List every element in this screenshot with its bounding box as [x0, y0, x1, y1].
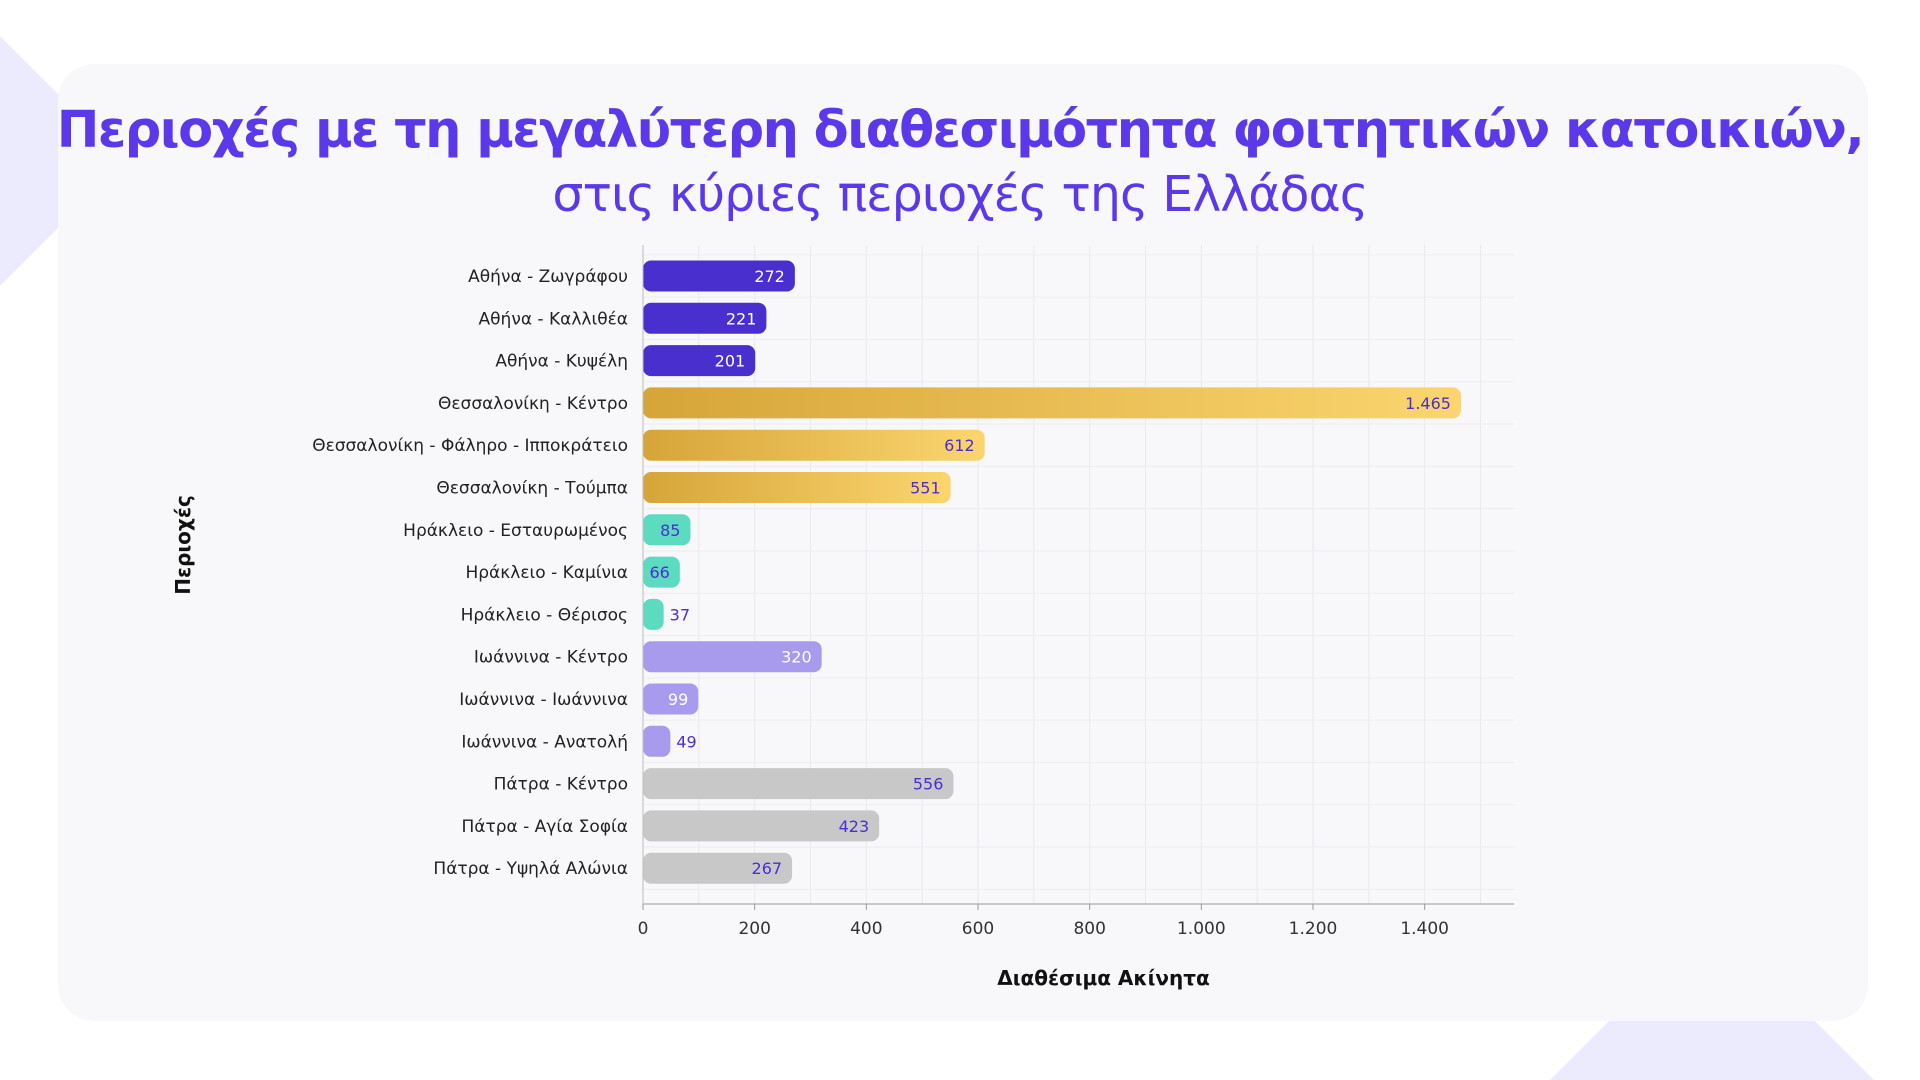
- category-label: Ηράκλειο - Θέρισος: [461, 605, 628, 625]
- category-label: Ιωάννινα - Ανατολή: [461, 732, 628, 752]
- category-label: Αθήνα - Καλλιθέα: [479, 309, 628, 329]
- bar-value-label: 221: [726, 309, 757, 328]
- x-tick-label: 200: [738, 919, 770, 939]
- bar: [643, 556, 680, 588]
- bar-value-label: 423: [839, 817, 870, 836]
- bar-value-label: 66: [649, 563, 669, 582]
- grid-lines: [642, 245, 1514, 904]
- bar: [643, 810, 880, 842]
- bar-value-label: 37: [670, 605, 690, 624]
- bar: [643, 852, 793, 884]
- chart-subtitle: στις κύριες περιοχές της Ελλάδας: [552, 166, 1368, 223]
- bar-value-label: 267: [752, 859, 783, 878]
- x-tick-label: 1.000: [1177, 919, 1226, 939]
- category-label: Θεσσαλονίκη - Κέντρο: [438, 394, 628, 414]
- bar: [643, 514, 691, 546]
- bar: [643, 472, 951, 503]
- x-tick-label: 1.200: [1289, 919, 1338, 939]
- x-tick-label: 0: [638, 919, 649, 939]
- bar-value-label: 49: [676, 732, 696, 751]
- x-axis: 0 200 400 600 800 1.000 1.200 1.400: [638, 245, 1514, 939]
- bar-value-label: 612: [944, 436, 975, 455]
- bar: [643, 598, 664, 630]
- bar-value-label: 99: [668, 690, 688, 709]
- category-label: Ηράκλειο - Εσταυρωμένος: [403, 521, 628, 541]
- category-label: Πάτρα - Αγία Σοφία: [461, 817, 628, 837]
- corner-decoration-top-left: [0, 36, 107, 286]
- bar: [643, 683, 699, 715]
- bar-value-label: 551: [910, 479, 941, 498]
- category-label: Αθήνα - Κυψέλη: [495, 352, 628, 372]
- bar: [643, 345, 756, 377]
- bars: 272 221 201 1.465 612 551 85 66 37 320 99 49 556 423 2…: [643, 260, 1461, 884]
- bar-value-label: 85: [660, 521, 680, 540]
- x-tick-label: 1.400: [1400, 919, 1449, 939]
- bar-value-label: 556: [913, 775, 944, 794]
- category-label: Θεσσαλονίκη - Τούμπα: [436, 479, 628, 499]
- bar: [643, 725, 671, 757]
- x-axis-title: Διαθέσιμα Ακίνητα: [997, 966, 1210, 990]
- y-axis-title: Περιοχές: [171, 495, 195, 595]
- category-label: Πάτρα - Υψηλά Αλώνια: [433, 859, 628, 879]
- chart-card: [58, 64, 1868, 1021]
- x-tick-label: 600: [962, 919, 994, 939]
- x-tick-label: 800: [1073, 919, 1105, 939]
- bar: [643, 768, 954, 800]
- bar: [643, 387, 1461, 419]
- bar-value-label: 1.465: [1405, 394, 1451, 413]
- bar-value-label: 201: [715, 352, 746, 371]
- category-label: Θεσσαλονίκη - Φάληρο - Ιπποκράτειο: [312, 436, 628, 456]
- bar: [643, 302, 767, 334]
- bar-value-label: 320: [781, 648, 812, 667]
- bar: [643, 429, 985, 461]
- category-label: Ιωάννινα - Κέντρο: [474, 648, 628, 668]
- category-labels: Αθήνα - Ζωγράφου Αθήνα - Καλλιθέα Αθήνα - …: [312, 267, 628, 879]
- category-label: Ιωάννινα - Ιωάννινα: [459, 690, 628, 710]
- chart-title: Περιοχές με τη μεγαλύτερη διαθεσιμότητα …: [56, 101, 1865, 160]
- bar-value-label: 272: [754, 267, 785, 286]
- category-label: Πάτρα - Κέντρο: [494, 775, 628, 795]
- category-label: Ηράκλειο - Καμίνια: [465, 563, 628, 583]
- bar: [643, 641, 822, 673]
- category-label: Αθήνα - Ζωγράφου: [468, 267, 628, 287]
- x-tick-label: 400: [850, 919, 882, 939]
- bar: [643, 260, 795, 292]
